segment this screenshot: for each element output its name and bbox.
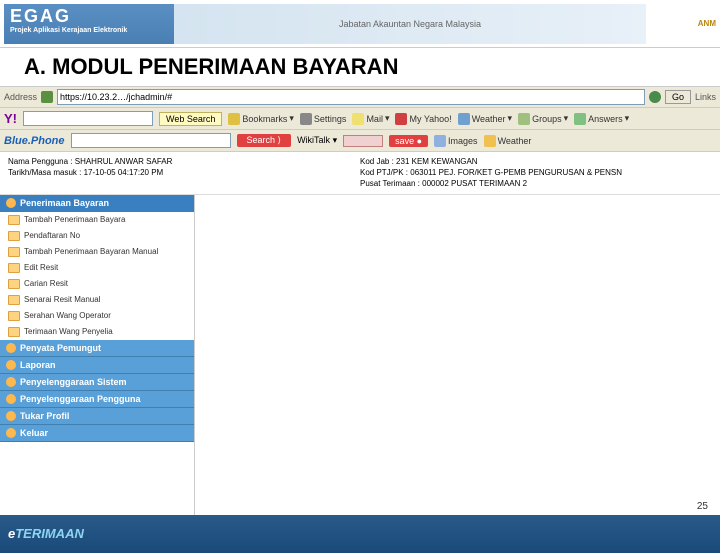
form-icon — [8, 263, 20, 273]
links-label[interactable]: Links — [695, 92, 716, 102]
mail-icon — [352, 113, 364, 125]
address-input[interactable] — [57, 89, 645, 105]
yahoo-toolbar: Y! Web Search Bookmarks▾ Settings Mail▾ … — [0, 108, 720, 130]
answers-button[interactable]: Answers▾ — [574, 113, 629, 125]
bullet-icon — [6, 377, 16, 387]
sub-edit-resit[interactable]: Edit Resit — [0, 260, 194, 276]
sub-terimaan-wang[interactable]: Terimaan Wang Penyelia — [0, 324, 194, 340]
nav-tukar-profil[interactable]: Tukar Profil — [0, 408, 194, 425]
bullet-icon — [6, 343, 16, 353]
jab-label: Kod Jab : — [360, 157, 394, 166]
address-bar: Address Go Links — [0, 86, 720, 108]
slide-title-bar: A. MODUL PENERIMAAN BAYARAN — [0, 48, 720, 86]
nav-laporan[interactable]: Laporan — [0, 357, 194, 374]
mail-button[interactable]: Mail▾ — [352, 113, 389, 125]
bookmarks-button[interactable]: Bookmarks▾ — [228, 113, 294, 125]
go-button[interactable]: Go — [665, 90, 691, 104]
yahoo-search-input[interactable] — [23, 111, 153, 126]
nav-penyelenggaraan-sistem[interactable]: Penyelenggaraan Sistem — [0, 374, 194, 391]
nav-penyelenggaraan-pengguna[interactable]: Penyelenggaraan Pengguna — [0, 391, 194, 408]
bullet-icon — [6, 360, 16, 370]
address-icon — [41, 91, 53, 103]
main-area: Penerimaan Bayaran Tambah Penerimaan Bay… — [0, 195, 720, 515]
settings-button[interactable]: Settings — [300, 113, 347, 125]
myyahoo-button[interactable]: My Yahoo! — [395, 113, 451, 125]
go-icon — [649, 91, 661, 103]
pusat-value: 000002 PUSAT TERIMAAN 2 — [422, 179, 527, 188]
crest-logo: ANM — [646, 4, 716, 44]
egag-subtitle: Projek Aplikasi Kerajaan Elektronik — [10, 27, 168, 34]
sub-tambah-manual[interactable]: Tambah Penerimaan Bayaran Manual — [0, 244, 194, 260]
ptj-value: 063011 PEJ. FOR/KET G-PEMB PENGURUSAN & … — [410, 168, 622, 177]
sun-icon — [484, 135, 496, 147]
ptj-label: Kod PTJ/PK : — [360, 168, 408, 177]
jab-value: 231 KEM KEWANGAN — [396, 157, 478, 166]
form-icon — [8, 311, 20, 321]
ask-toolbar: Blue.Phone Search ⟩ WikiTalk ▾ save ● Im… — [0, 130, 720, 152]
noscript-badge — [343, 135, 383, 147]
content-area — [195, 195, 720, 515]
form-icon — [8, 295, 20, 305]
sidebar: Penerimaan Bayaran Tambah Penerimaan Bay… — [0, 195, 195, 515]
groups-button[interactable]: Groups▾ — [518, 113, 568, 125]
bullet-icon — [6, 411, 16, 421]
login-value: 17-10-05 04:17:20 PM — [84, 168, 164, 177]
form-icon — [8, 327, 20, 337]
groups-icon — [518, 113, 530, 125]
sub-senarai-resit[interactable]: Senarai Resit Manual — [0, 292, 194, 308]
sub-tambah-penerimaan[interactable]: Tambah Penerimaan Bayara — [0, 212, 194, 228]
page-title: A. MODUL PENERIMAAN BAYARAN — [24, 54, 696, 80]
user-info-left: Nama Pengguna : SHAHRUL ANWAR SAFAR Tari… — [8, 156, 360, 190]
page-number: 25 — [697, 501, 708, 512]
form-icon — [8, 215, 20, 225]
bullet-icon — [6, 428, 16, 438]
pusat-label: Pusat Terimaan : — [360, 179, 420, 188]
login-label: Tarikh/Masa masuk : — [8, 168, 81, 177]
form-icon — [8, 231, 20, 241]
user-info: Nama Pengguna : SHAHRUL ANWAR SAFAR Tari… — [0, 152, 720, 195]
bookmarks-icon — [228, 113, 240, 125]
eterimaan-logo: eTERIMAAN — [8, 526, 84, 541]
nav-penerimaan-bayaran[interactable]: Penerimaan Bayaran — [0, 195, 194, 212]
ask-search-input[interactable] — [71, 133, 231, 148]
images-button[interactable]: Images — [434, 135, 478, 147]
nav-keluar[interactable]: Keluar — [0, 425, 194, 442]
nav-penyata-pemungut[interactable]: Penyata Pemungut — [0, 340, 194, 357]
gear-icon — [300, 113, 312, 125]
wikitalk-button[interactable]: WikiTalk ▾ — [297, 135, 337, 146]
sub-carian-resit[interactable]: Carian Resit — [0, 276, 194, 292]
sub-pendaftaran-no[interactable]: Pendaftaran No — [0, 228, 194, 244]
form-icon — [8, 247, 20, 257]
save-button[interactable]: save ● — [389, 135, 428, 147]
ask-search-button[interactable]: Search ⟩ — [237, 134, 292, 147]
bullet-icon — [6, 198, 16, 208]
top-banner: EGAG Projek Aplikasi Kerajaan Elektronik… — [0, 0, 720, 48]
egag-title: EGAG — [10, 6, 168, 27]
username-value: SHAHRUL ANWAR SAFAR — [75, 157, 173, 166]
answers-icon — [574, 113, 586, 125]
address-label: Address — [4, 92, 37, 102]
sub-serahan-wang[interactable]: Serahan Wang Operator — [0, 308, 194, 324]
footer: 25 eTERIMAAN — [0, 515, 720, 553]
username-label: Nama Pengguna : — [8, 157, 73, 166]
weather-icon — [458, 113, 470, 125]
weather2-button[interactable]: Weather — [484, 135, 532, 147]
images-icon — [434, 135, 446, 147]
my-icon — [395, 113, 407, 125]
web-search-button[interactable]: Web Search — [159, 112, 222, 126]
yahoo-logo[interactable]: Y! — [4, 111, 17, 126]
egag-logo: EGAG Projek Aplikasi Kerajaan Elektronik — [4, 4, 174, 44]
banner-image: Jabatan Akauntan Negara Malaysia — [174, 4, 646, 44]
weather-button[interactable]: Weather▾ — [458, 113, 512, 125]
user-info-right: Kod Jab : 231 KEM KEWANGAN Kod PTJ/PK : … — [360, 156, 712, 190]
bullet-icon — [6, 394, 16, 404]
bluephone-logo[interactable]: Blue.Phone — [4, 135, 65, 147]
form-icon — [8, 279, 20, 289]
